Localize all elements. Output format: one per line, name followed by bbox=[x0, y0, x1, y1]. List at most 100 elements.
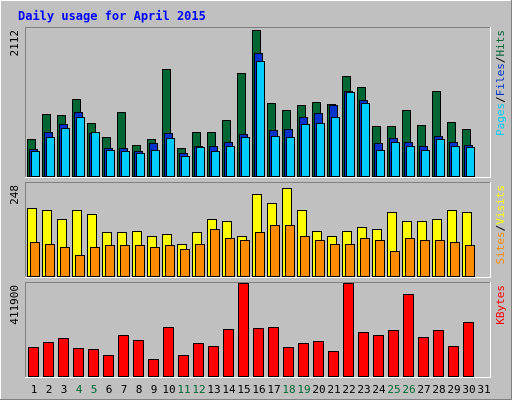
x-tick-label-day-28: 28 bbox=[432, 383, 445, 396]
visits-sites-legend-item: / bbox=[494, 225, 507, 232]
bar-pages-day-1 bbox=[31, 151, 40, 177]
bar-kbytes-day-22 bbox=[343, 283, 354, 377]
bar-kbytes-day-26 bbox=[403, 294, 414, 377]
bar-kbytes-day-7 bbox=[118, 335, 129, 377]
hits-files-pages-series-pages bbox=[31, 61, 475, 177]
visits-sites-legend-item: Visits bbox=[494, 185, 507, 225]
bar-pages-day-28 bbox=[436, 139, 445, 177]
x-tick-label-day-7: 7 bbox=[121, 383, 128, 396]
bar-sites-day-14 bbox=[225, 238, 235, 277]
bar-sites-day-3 bbox=[60, 247, 70, 277]
visits-sites-panel: 248 Sites/Visits bbox=[8, 182, 507, 278]
bar-sites-day-25 bbox=[390, 251, 400, 277]
bar-kbytes-day-8 bbox=[133, 340, 144, 377]
bar-kbytes-day-11 bbox=[178, 355, 189, 377]
bar-pages-day-22 bbox=[346, 92, 355, 177]
bar-sites-day-20 bbox=[315, 240, 325, 277]
kbytes-series-kbytes bbox=[28, 283, 474, 377]
bar-kbytes-day-1 bbox=[28, 347, 39, 377]
bar-kbytes-day-6 bbox=[103, 355, 114, 377]
x-tick-label-day-18: 18 bbox=[282, 383, 295, 396]
x-tick-label-day-21: 21 bbox=[327, 383, 340, 396]
bar-sites-day-22 bbox=[345, 244, 355, 277]
bar-kbytes-day-17 bbox=[268, 327, 279, 377]
bar-kbytes-day-15 bbox=[238, 283, 249, 377]
x-tick-label-day-26: 26 bbox=[402, 383, 415, 396]
hits-files-pages-legend-item: / bbox=[494, 57, 507, 64]
bar-pages-day-19 bbox=[301, 124, 310, 177]
x-tick-label-day-6: 6 bbox=[106, 383, 113, 396]
x-tick-label-day-22: 22 bbox=[342, 383, 355, 396]
x-tick-label-day-24: 24 bbox=[372, 383, 386, 396]
bar-pages-day-30 bbox=[466, 147, 475, 177]
kbytes-panel: 411900 KBytes bbox=[8, 282, 507, 378]
bar-pages-day-9 bbox=[151, 150, 160, 177]
bar-pages-day-2 bbox=[46, 137, 55, 177]
bar-sites-day-15 bbox=[240, 240, 250, 277]
bar-pages-day-20 bbox=[316, 123, 325, 177]
bar-sites-day-30 bbox=[465, 245, 475, 277]
bar-kbytes-day-29 bbox=[448, 346, 459, 377]
x-tick-label-day-30: 30 bbox=[462, 383, 475, 396]
x-tick-label-day-2: 2 bbox=[46, 383, 53, 396]
bar-pages-day-29 bbox=[451, 146, 460, 177]
bar-pages-day-23 bbox=[361, 103, 370, 177]
x-tick-label-day-10: 10 bbox=[162, 383, 175, 396]
hits-files-pages-legend-item: / bbox=[494, 96, 507, 103]
bar-sites-day-8 bbox=[135, 245, 145, 277]
x-tick-label-day-11: 11 bbox=[177, 383, 190, 396]
bar-pages-day-27 bbox=[421, 150, 430, 177]
hits-files-pages-legend-item: Files bbox=[494, 63, 507, 96]
bar-pages-day-4 bbox=[76, 117, 85, 177]
bar-sites-day-10 bbox=[165, 245, 175, 277]
bar-sites-day-2 bbox=[45, 244, 55, 277]
bar-kbytes-day-12 bbox=[193, 343, 204, 377]
x-tick-label-day-20: 20 bbox=[312, 383, 325, 396]
bar-pages-day-3 bbox=[61, 128, 70, 177]
bar-sites-day-1 bbox=[30, 242, 40, 277]
bar-kbytes-day-28 bbox=[433, 330, 444, 377]
bar-pages-day-15 bbox=[241, 137, 250, 177]
x-tick-label-day-19: 19 bbox=[297, 383, 310, 396]
bar-kbytes-day-23 bbox=[358, 332, 369, 377]
bar-kbytes-day-18 bbox=[283, 347, 294, 377]
visits-sites-legend-item: Sites bbox=[494, 231, 507, 264]
visits-sites-series-sites bbox=[30, 225, 475, 277]
x-tick-label-day-31: 31 bbox=[477, 383, 490, 396]
bar-sites-day-16 bbox=[255, 232, 265, 277]
bar-sites-day-27 bbox=[420, 240, 430, 277]
x-tick-label-day-12: 12 bbox=[192, 383, 205, 396]
bar-kbytes-day-20 bbox=[313, 341, 324, 377]
x-tick-label-day-27: 27 bbox=[417, 383, 430, 396]
bar-pages-day-26 bbox=[406, 146, 415, 177]
bar-kbytes-day-13 bbox=[208, 346, 219, 377]
bar-pages-day-13 bbox=[211, 151, 220, 177]
x-tick-label-day-1: 1 bbox=[31, 383, 38, 396]
bar-sites-day-19 bbox=[300, 236, 310, 277]
x-tick-label-day-25: 25 bbox=[387, 383, 400, 396]
bar-kbytes-day-10 bbox=[163, 327, 174, 377]
bar-sites-day-11 bbox=[180, 249, 190, 277]
hits-files-pages-legend-item: Hits bbox=[494, 30, 507, 57]
bar-sites-day-21 bbox=[330, 244, 340, 277]
bar-kbytes-day-4 bbox=[73, 348, 84, 377]
x-tick-label-day-3: 3 bbox=[61, 383, 68, 396]
visits-sites-scale-label: 248 bbox=[8, 185, 21, 205]
bar-sites-day-26 bbox=[405, 238, 415, 277]
bar-sites-day-13 bbox=[210, 229, 220, 277]
bar-kbytes-day-25 bbox=[388, 330, 399, 377]
bar-sites-day-17 bbox=[270, 225, 280, 277]
x-tick-label-day-4: 4 bbox=[76, 383, 83, 396]
bar-sites-day-18 bbox=[285, 225, 295, 277]
bar-pages-day-24 bbox=[376, 150, 385, 177]
x-axis-day-labels: 1 2 3 4 5 6 7 8 9 10 11 12 13 14 15 16 17 18 19 20 21 22 23 24 2… bbox=[31, 383, 491, 396]
bar-sites-day-29 bbox=[450, 242, 460, 277]
x-tick-label-day-9: 9 bbox=[151, 383, 158, 396]
bar-pages-day-12 bbox=[196, 147, 205, 177]
bar-pages-day-16 bbox=[256, 61, 265, 177]
bar-pages-day-14 bbox=[226, 146, 235, 177]
hits-files-pages-legend: Pages/Files/Hits bbox=[494, 30, 507, 136]
bar-sites-day-4 bbox=[75, 255, 85, 277]
bar-pages-day-17 bbox=[271, 136, 280, 177]
